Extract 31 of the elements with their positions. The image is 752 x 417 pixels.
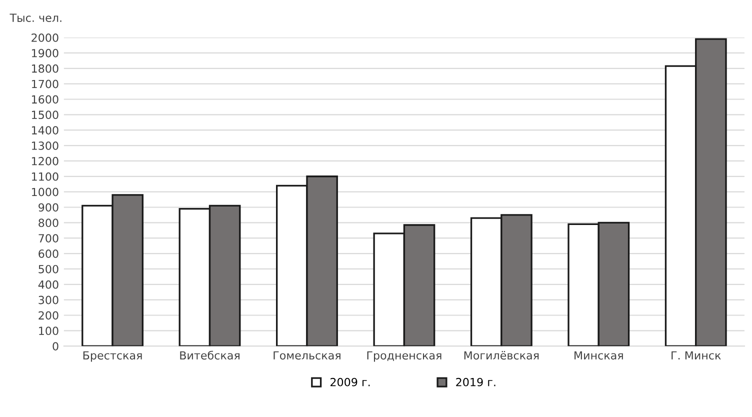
y-tick-label: 1600 bbox=[32, 95, 58, 104]
y-tick-label: 600 bbox=[38, 250, 58, 258]
y-tick-label: 2000 bbox=[32, 34, 58, 42]
y-tick-label: 1500 bbox=[32, 110, 58, 120]
legend-label: 2009 г. bbox=[330, 378, 370, 386]
y-tick-label: 500 bbox=[38, 264, 58, 274]
y-tick-label: 900 bbox=[38, 203, 58, 212]
y-tick-label: 700 bbox=[38, 234, 58, 242]
x-tick-label: Гродненская bbox=[367, 351, 442, 362]
x-tick-label: Минская bbox=[574, 351, 623, 360]
x-tick-label: Витебская bbox=[180, 350, 240, 360]
y-tick-label: 1000 bbox=[32, 188, 58, 196]
y-tick-label: 1900 bbox=[32, 48, 58, 58]
y-tick-label: 1300 bbox=[32, 142, 58, 150]
y-tick-label: 100 bbox=[39, 326, 58, 336]
legend-label: 2019 г. bbox=[456, 378, 496, 386]
y-tick-label: 200 bbox=[38, 311, 58, 320]
y-tick-label: 1100 bbox=[32, 172, 58, 181]
y-tick-label: 800 bbox=[38, 218, 58, 228]
y-tick-label: 1200 bbox=[32, 156, 58, 166]
x-tick-label: Г. Минск bbox=[672, 351, 721, 360]
y-tick-label: 1800 bbox=[32, 64, 58, 73]
y-tick-label: 400 bbox=[38, 280, 58, 289]
y-tick-label: 1700 bbox=[32, 80, 58, 88]
y-tick-label: 300 bbox=[38, 296, 58, 304]
y-axis-title: Тыс. чел. bbox=[10, 14, 62, 22]
x-tick-label: Могилёвская bbox=[464, 350, 539, 360]
x-tick-label: Гомельская bbox=[274, 351, 340, 360]
y-tick-label: 0 bbox=[52, 342, 58, 350]
x-tick-label: Брестская bbox=[83, 351, 142, 362]
y-tick-label: 1400 bbox=[32, 126, 58, 134]
